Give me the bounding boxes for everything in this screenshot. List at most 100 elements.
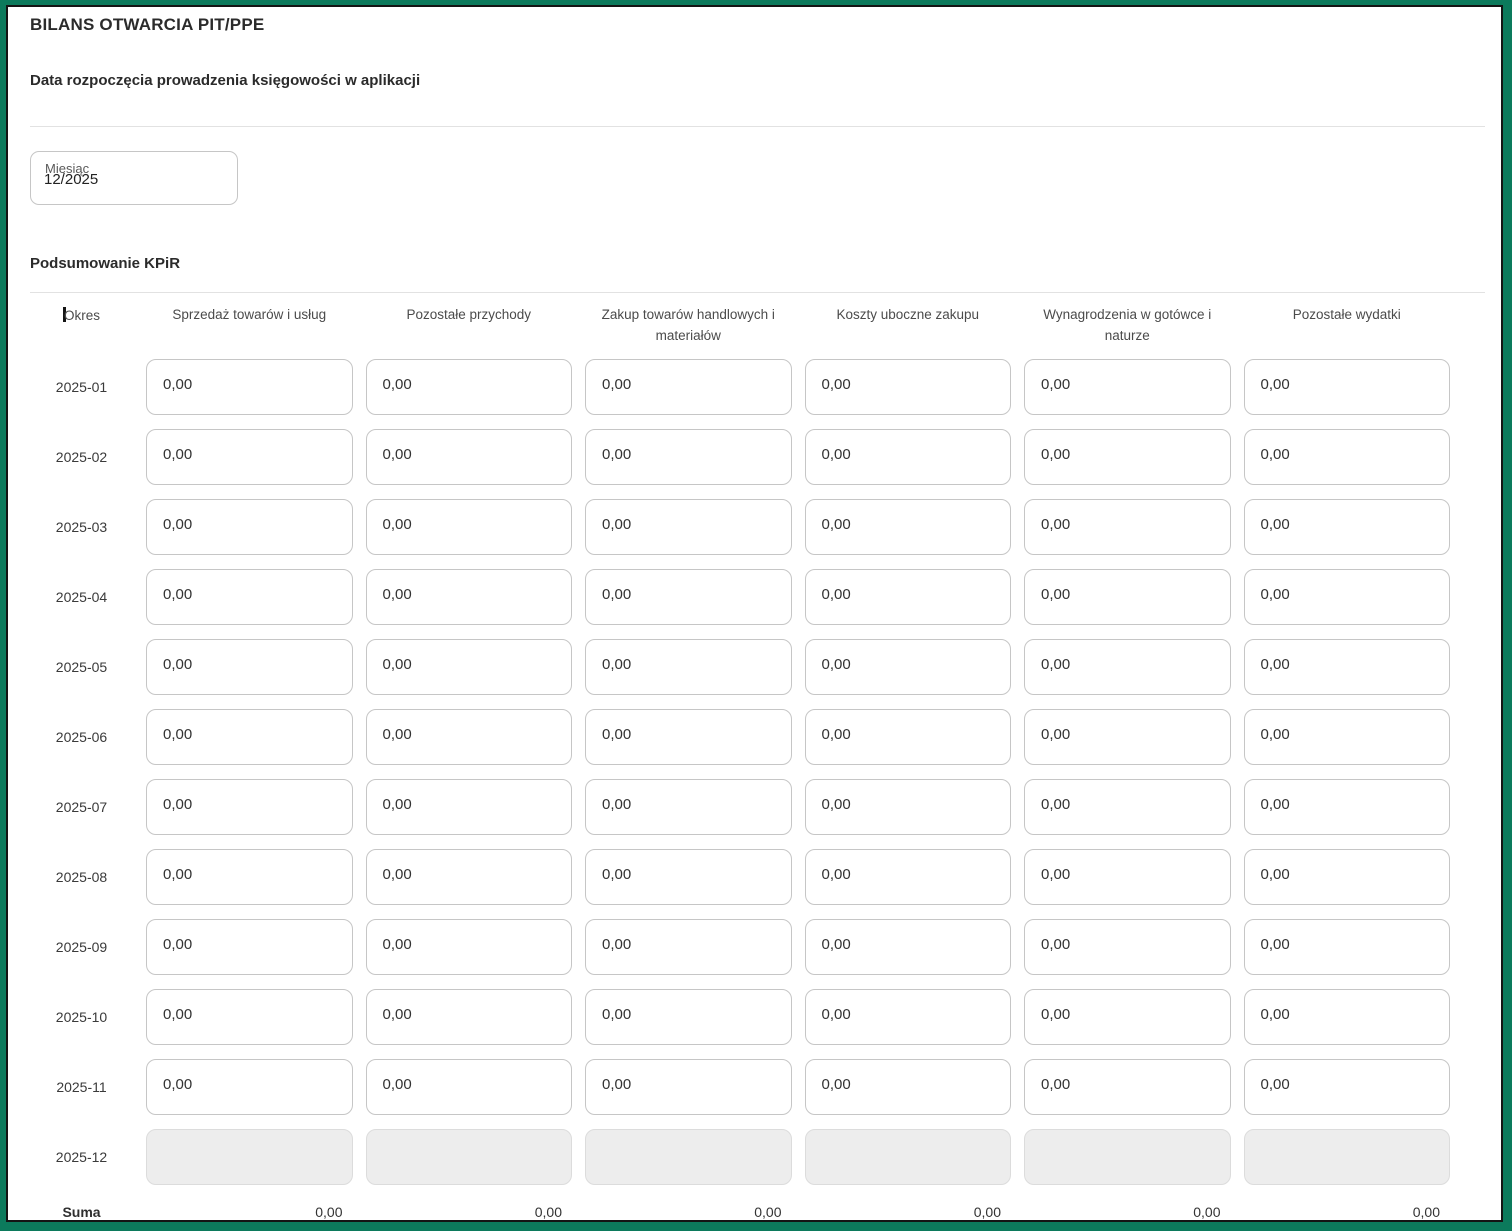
amount-cell: [146, 639, 353, 695]
amount-cell: [1243, 569, 1450, 625]
kpir-summary-heading: Podsumowanie KPiR: [30, 255, 181, 272]
amount-input[interactable]: [1243, 989, 1450, 1045]
content-area: BILANS OTWARCIA PIT/PPE Data rozpoczęcia…: [8, 7, 1501, 1225]
opening-balance-panel: BILANS OTWARCIA PIT/PPE Data rozpoczęcia…: [6, 5, 1503, 1222]
amount-input[interactable]: [1243, 919, 1450, 975]
amount-input[interactable]: [146, 429, 353, 485]
amount-input[interactable]: [585, 709, 792, 765]
amount-input[interactable]: [365, 779, 572, 835]
amount-input[interactable]: [804, 569, 1011, 625]
amount-cell: [1024, 359, 1231, 415]
amount-input[interactable]: [1024, 359, 1231, 415]
amount-input[interactable]: [365, 639, 572, 695]
amount-input[interactable]: [365, 429, 572, 485]
amount-input[interactable]: [1024, 429, 1231, 485]
amount-input: [1243, 1129, 1450, 1185]
amount-input[interactable]: [1024, 639, 1231, 695]
amount-input[interactable]: [804, 779, 1011, 835]
amount-cell: [146, 919, 353, 975]
amount-input[interactable]: [1243, 569, 1450, 625]
amount-input[interactable]: [1024, 499, 1231, 555]
column-header: Wynagrodzenia w gotówce i naturze: [1043, 307, 1212, 343]
amount-cell: [365, 849, 572, 905]
amount-input[interactable]: [585, 1059, 792, 1115]
amount-input[interactable]: [804, 849, 1011, 905]
amount-input[interactable]: [365, 989, 572, 1045]
period-label: 2025-10: [55, 1009, 108, 1025]
amount-input[interactable]: [146, 779, 353, 835]
amount-input[interactable]: [1243, 639, 1450, 695]
amount-input[interactable]: [804, 429, 1011, 485]
amount-cell: [146, 709, 353, 765]
amount-input[interactable]: [1024, 569, 1231, 625]
amount-input[interactable]: [146, 569, 353, 625]
amount-input[interactable]: [585, 639, 792, 695]
amount-input[interactable]: [1243, 1059, 1450, 1115]
amount-cell: [585, 499, 792, 555]
amount-input[interactable]: [804, 709, 1011, 765]
amount-input[interactable]: [585, 919, 792, 975]
amount-input[interactable]: [804, 359, 1011, 415]
amount-input[interactable]: [365, 849, 572, 905]
amount-input[interactable]: [585, 989, 792, 1045]
amount-input[interactable]: [1024, 779, 1231, 835]
amount-input[interactable]: [804, 919, 1011, 975]
amount-input[interactable]: [1243, 359, 1450, 415]
amount-input[interactable]: [585, 569, 792, 625]
amount-input[interactable]: [1024, 919, 1231, 975]
amount-cell: [585, 569, 792, 625]
amount-cell: [585, 919, 792, 975]
amount-input[interactable]: [1024, 709, 1231, 765]
amount-cell: [804, 1059, 1011, 1115]
period-label: 2025-08: [55, 869, 108, 885]
amount-input[interactable]: [804, 639, 1011, 695]
amount-input[interactable]: [365, 1059, 572, 1115]
amount-input[interactable]: [804, 499, 1011, 555]
amount-cell: [146, 1129, 353, 1185]
amount-input[interactable]: [1024, 989, 1231, 1045]
amount-input[interactable]: [585, 429, 792, 485]
amount-input[interactable]: [1243, 709, 1450, 765]
amount-input[interactable]: [1243, 849, 1450, 905]
amount-input[interactable]: [804, 1059, 1011, 1115]
amount-input[interactable]: [804, 989, 1011, 1045]
amount-cell: [1243, 429, 1450, 485]
month-field[interactable]: Miesiąc: [30, 151, 238, 205]
amount-input[interactable]: [146, 639, 353, 695]
kpir-table: Okres Sprzedaż towarów i usług Pozostałe…: [30, 305, 1450, 1225]
amount-input[interactable]: [365, 919, 572, 975]
amount-input[interactable]: [1243, 429, 1450, 485]
amount-input[interactable]: [1243, 779, 1450, 835]
table-row: 2025-01: [30, 359, 1450, 415]
amount-input[interactable]: [585, 499, 792, 555]
amount-input[interactable]: [1024, 849, 1231, 905]
amount-input[interactable]: [365, 499, 572, 555]
amount-cell: [1243, 709, 1450, 765]
amount-cell: [804, 779, 1011, 835]
amount-input[interactable]: [365, 569, 572, 625]
amount-input[interactable]: [146, 499, 353, 555]
amount-input[interactable]: [146, 989, 353, 1045]
amount-input[interactable]: [146, 849, 353, 905]
amount-input[interactable]: [146, 709, 353, 765]
amount-cell: [585, 989, 792, 1045]
amount-cell: [585, 639, 792, 695]
amount-input[interactable]: [1024, 1059, 1231, 1115]
amount-input[interactable]: [1243, 499, 1450, 555]
month-input[interactable]: [30, 151, 238, 205]
amount-input[interactable]: [146, 919, 353, 975]
amount-input[interactable]: [365, 709, 572, 765]
amount-input[interactable]: [585, 779, 792, 835]
amount-input[interactable]: [146, 359, 353, 415]
amount-cell: [1243, 1129, 1450, 1185]
amount-input[interactable]: [365, 359, 572, 415]
table-row: 2025-12: [30, 1129, 1450, 1185]
amount-cell: [365, 639, 572, 695]
amount-input[interactable]: [146, 1059, 353, 1115]
amount-cell: [365, 989, 572, 1045]
amount-cell: [146, 1059, 353, 1115]
period-label: 2025-12: [55, 1149, 108, 1165]
amount-cell: [804, 359, 1011, 415]
amount-input[interactable]: [585, 359, 792, 415]
amount-input[interactable]: [585, 849, 792, 905]
